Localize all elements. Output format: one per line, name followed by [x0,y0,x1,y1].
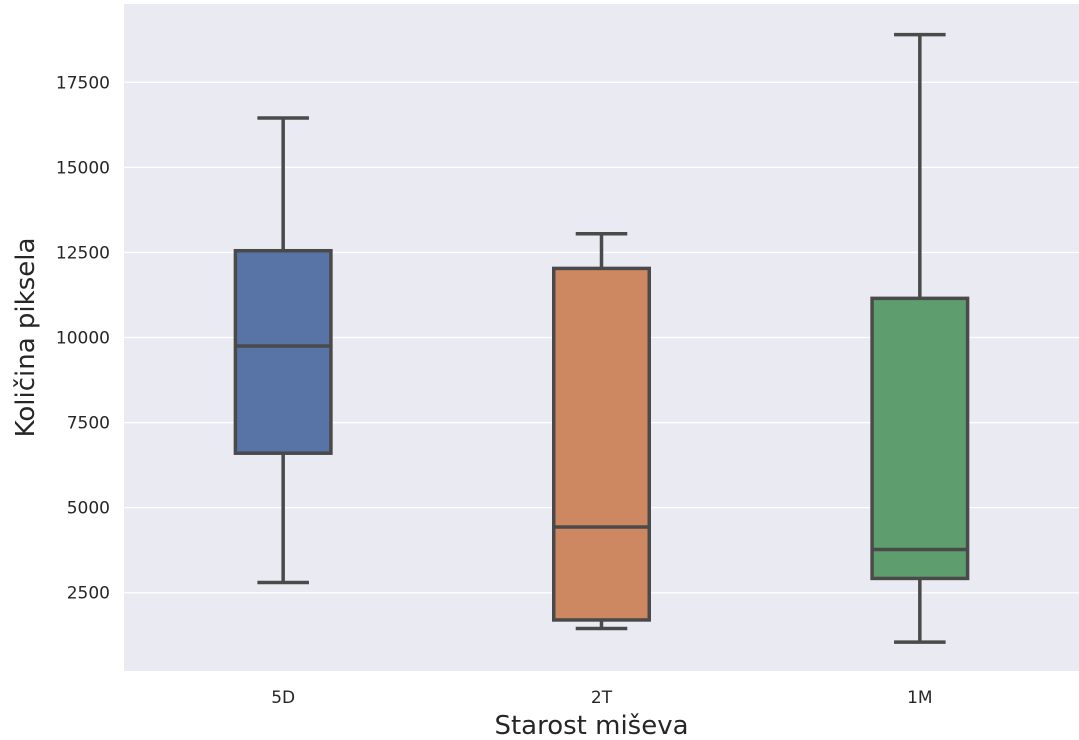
iqr-box [554,268,650,620]
y-tick-label: 12500 [56,243,110,263]
x-tick-label: 2T [591,688,613,708]
y-tick-label: 7500 [67,414,110,434]
x-tick-label: 5D [271,688,295,708]
x-axis-ticks: 5D 2T 1M [271,688,932,708]
x-tick-label: 1M [907,688,932,708]
x-axis-label: Starost miševa [494,711,688,740]
y-axis-label: Količina piksela [11,238,41,438]
y-tick-label: 15000 [56,158,110,178]
y-axis-ticks: 2500 5000 7500 10000 12500 15000 17500 [56,73,110,603]
y-tick-label: 2500 [67,584,110,604]
y-tick-label: 10000 [56,329,110,349]
y-tick-label: 17500 [56,73,110,93]
iqr-box [872,298,968,578]
iqr-box [235,251,331,453]
y-tick-label: 5000 [67,499,110,519]
box-2T [554,234,650,629]
